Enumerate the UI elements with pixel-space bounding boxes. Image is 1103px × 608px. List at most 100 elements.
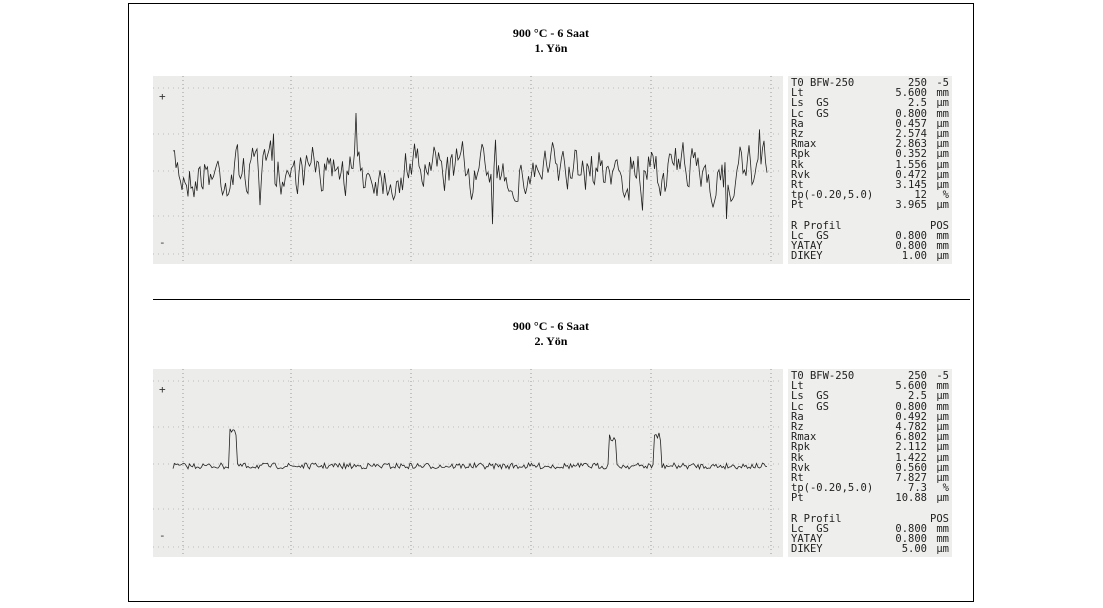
readout-label: Ls GS <box>791 97 829 110</box>
readout-unit: µm <box>936 543 949 556</box>
readout-value: 4.782 <box>895 421 927 433</box>
readout-value: 0.560 <box>895 461 927 474</box>
readout-value: 2.574 <box>895 128 927 140</box>
readout-unit: % <box>942 189 949 202</box>
readout-value: 5.600 <box>895 87 927 100</box>
readout-row: Ra 0.457 µm <box>791 117 949 130</box>
readout-label: Lc GS <box>791 107 829 120</box>
readout-label: T0 BFW-250 <box>791 370 855 382</box>
readout-unit: µm <box>936 158 949 171</box>
readout-unit: µm <box>936 138 949 151</box>
readout-label: Pt <box>791 492 804 505</box>
readout-label: R Profil <box>791 512 842 525</box>
readout-label: Rz <box>791 128 804 140</box>
readout-row: Rt 7.827 µm <box>791 472 949 484</box>
readout-value: 2.5 <box>908 390 927 403</box>
readout-row: Rvk 0.560 µm <box>791 461 949 474</box>
profile-plot: + - <box>153 76 783 264</box>
readout-value: 1.422 <box>895 451 927 464</box>
readout-unit: µm <box>936 461 949 474</box>
profile-trace <box>172 428 768 471</box>
readout-label: Rmax <box>791 138 817 151</box>
readout-unit: mm <box>936 107 949 120</box>
plus-marker: + <box>159 383 166 396</box>
readout-label: YATAY <box>791 533 823 546</box>
readout-unit: µm <box>936 431 949 444</box>
readout-value: 1.556 <box>895 158 927 171</box>
readout-value: 0.800 <box>895 400 927 413</box>
readout-row: Rmax 2.863 µm <box>791 138 949 151</box>
readout-value: 10.88 <box>895 492 927 505</box>
readout-row: Rz 4.782 µm <box>791 421 949 433</box>
minus-marker: - <box>159 529 166 542</box>
figure-frame: 900 °C - 6 Saat 1. Yön + - T0 BFW-250 250 -5 Lt… <box>128 3 974 602</box>
readout-unit: µm <box>936 410 949 423</box>
readout-label: Lc GS <box>791 400 829 413</box>
readout-value: 1.00 <box>901 250 927 263</box>
readout-unit: µm <box>936 250 949 263</box>
readout-unit: µm <box>936 97 949 110</box>
readout-label: Lc GS <box>791 230 829 242</box>
readout-value: 3.145 <box>895 179 927 191</box>
readout-unit: µm <box>936 117 949 130</box>
readout-label: Rmax <box>791 431 817 444</box>
readout-row: YATAY 0.800 mm <box>791 240 949 253</box>
readout-value: 0.457 <box>895 117 927 130</box>
readout-unit: mm <box>936 400 949 413</box>
readout-label: Rt <box>791 179 804 191</box>
readout-value: 5.600 <box>895 380 927 393</box>
readout-row: tp(-0.20,5.0) 12% <box>791 189 949 202</box>
readout-label: Lt <box>791 87 804 100</box>
readout-label: Ra <box>791 117 804 130</box>
readout-unit: µm <box>936 199 949 212</box>
readout-row: Lc GS 0.800 mm <box>791 230 949 242</box>
readout-unit: µm <box>936 390 949 403</box>
readout-label: Rk <box>791 158 804 171</box>
readout-row: Rt 3.145 µm <box>791 179 949 191</box>
readout-row: Pt 3.965 µm <box>791 199 949 212</box>
readout-row: Rk 1.422 µm <box>791 451 949 464</box>
readout-row: DIKEY 1.00 µm <box>791 250 949 263</box>
readout-label: DIKEY <box>791 250 823 263</box>
profile-svg <box>153 369 783 557</box>
readout-label: R Profil <box>791 219 842 232</box>
minus-marker: - <box>159 236 166 249</box>
readout-unit: mm <box>936 230 949 242</box>
readout-value: 0.800 <box>895 240 927 253</box>
readout-value: 2.863 <box>895 138 927 151</box>
readout-label: tp(-0.20,5.0) <box>791 482 874 495</box>
readout-label: Rvk <box>791 168 810 181</box>
readout-row: Ls GS 2.5 µm <box>791 390 949 403</box>
readout-value: 3.965 <box>895 199 927 212</box>
readout-row: Ls GS 2.5 µm <box>791 97 949 110</box>
readout-label: Rpk <box>791 441 810 454</box>
readout-unit: µm <box>936 179 949 191</box>
readout-unit: mm <box>936 380 949 393</box>
readout-unit: mm <box>936 523 949 535</box>
readout-value: 7.827 <box>895 472 927 484</box>
readout-unit: µm <box>936 168 949 181</box>
readout-label: Rz <box>791 421 804 433</box>
readout-row: Rvk 0.472 µm <box>791 168 949 181</box>
readout-value: 250 <box>908 370 927 382</box>
readout-unit: -5 <box>936 77 949 89</box>
readout-value: POS <box>930 219 949 232</box>
readout-unit: -5 <box>936 370 949 382</box>
readout-label: Ls GS <box>791 390 829 403</box>
readout-label: Lc GS <box>791 523 829 535</box>
readout-label: Rk <box>791 451 804 464</box>
readout-unit: µm <box>936 441 949 454</box>
readout-unit: µm <box>936 451 949 464</box>
readout-value: 0.800 <box>895 107 927 120</box>
panel-title: 900 °C - 6 Saat <box>512 26 590 40</box>
readout-row: tp(-0.20,5.0) 7.3% <box>791 482 949 495</box>
readout-value: 2.112 <box>895 441 927 454</box>
plus-marker: + <box>159 90 166 103</box>
readout-label: Pt <box>791 199 804 212</box>
readout-row: YATAY 0.800 mm <box>791 533 949 546</box>
readout-value: 0.472 <box>895 168 927 181</box>
readout-row: Rpk 2.112 µm <box>791 441 949 454</box>
readout-value: POS <box>930 512 949 525</box>
profile-plot: + - <box>153 369 783 557</box>
